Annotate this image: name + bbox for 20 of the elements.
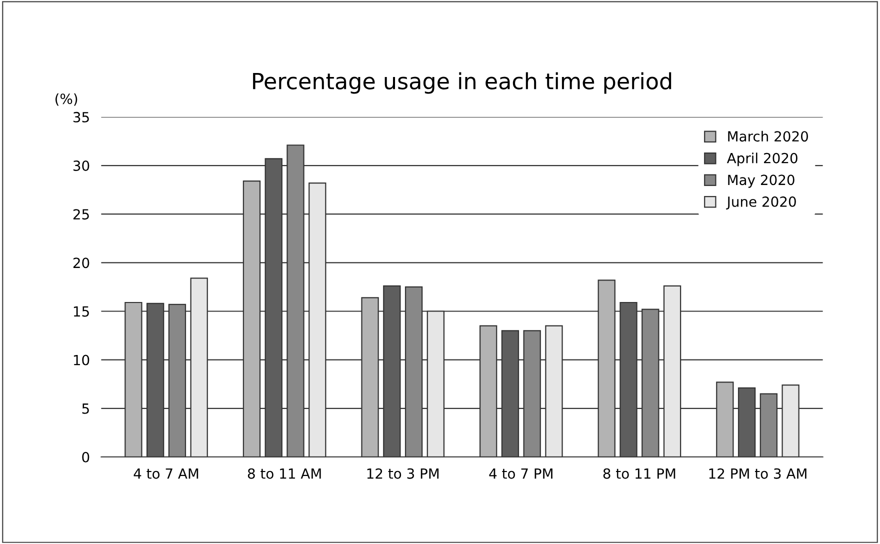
y-axis-title: (%)	[55, 93, 78, 106]
x-tick-label: 12 to 3 PM	[367, 468, 439, 479]
x-tick-label: 4 to 7 AM	[134, 468, 198, 479]
x-tick-label: 12 PM to 3 AM	[709, 468, 806, 479]
legend-label: March 2020	[728, 130, 808, 142]
y-tick-label: 30	[73, 160, 90, 172]
x-tick-label: 8 to 11 PM	[603, 468, 676, 479]
y-tick-label: 10	[74, 354, 90, 366]
y-tick-label: 5	[82, 404, 89, 414]
chart-title: Percentage usage in each time period	[253, 72, 672, 94]
y-tick-label: 35	[73, 112, 89, 122]
y-tick-label: 15	[74, 306, 89, 317]
legend-label: April 2020	[726, 152, 798, 166]
legend-label: May 2020	[728, 174, 794, 188]
y-tick-label: 25	[73, 209, 89, 220]
y-tick-label: 0	[82, 452, 90, 462]
x-tick-label: 8 to 11 AM	[248, 468, 321, 479]
legend-label: June 2020	[726, 196, 796, 210]
x-tick-label: 4 to 7 PM	[489, 468, 552, 479]
y-tick-label: 20	[73, 258, 90, 268]
